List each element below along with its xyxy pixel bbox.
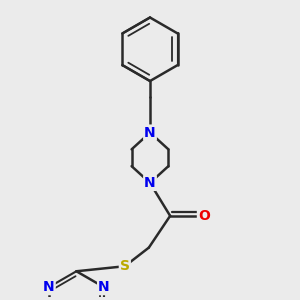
Text: N: N bbox=[98, 280, 110, 294]
Text: N: N bbox=[144, 176, 156, 190]
Text: O: O bbox=[198, 209, 210, 223]
Text: S: S bbox=[120, 259, 130, 273]
Text: N: N bbox=[144, 126, 156, 140]
Text: N: N bbox=[43, 280, 55, 294]
